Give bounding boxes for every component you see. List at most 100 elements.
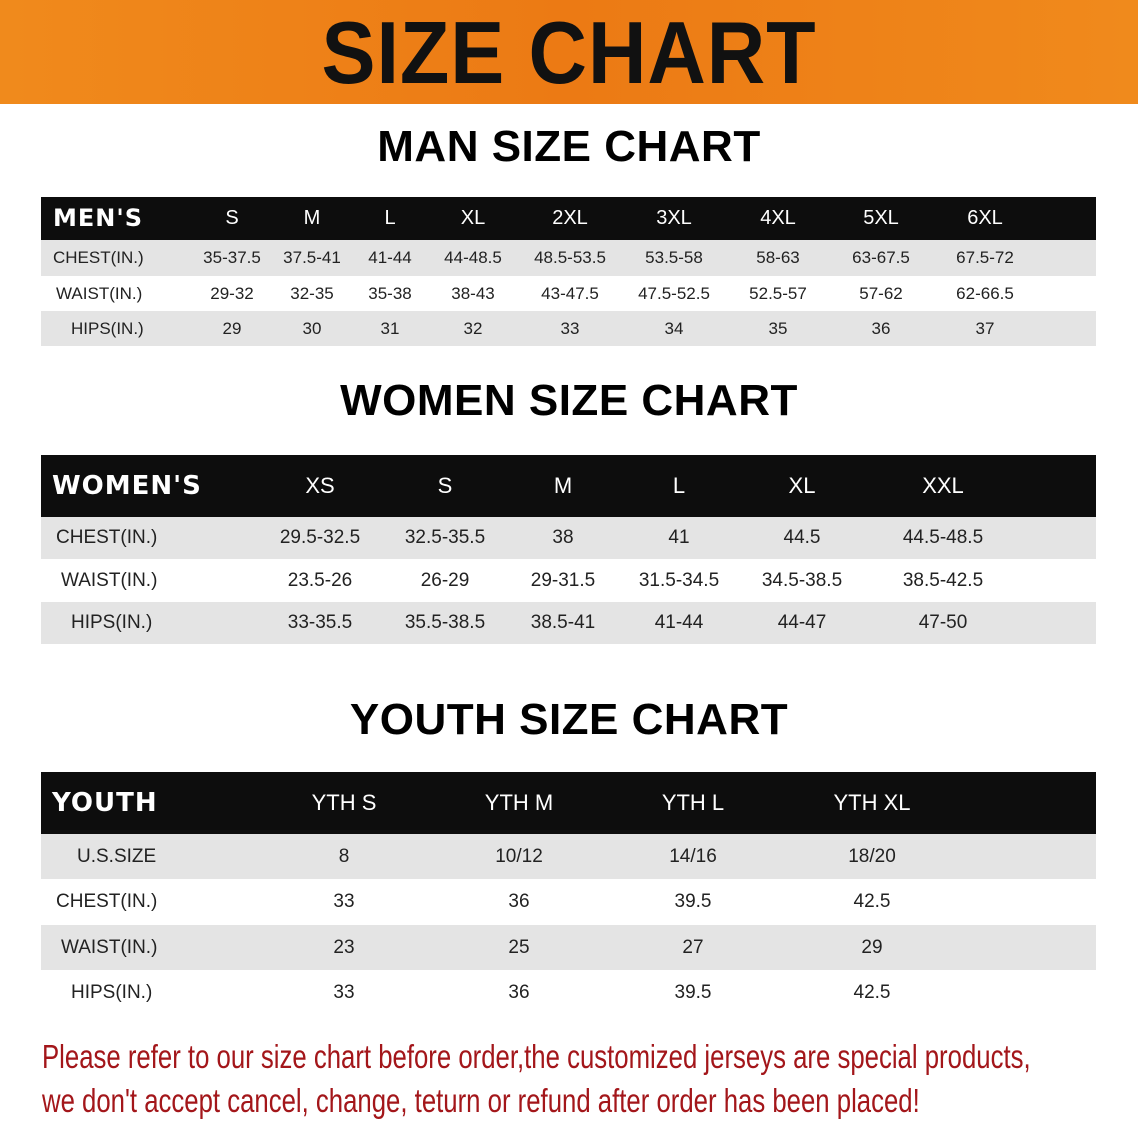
measurement-value: 34 bbox=[664, 319, 684, 338]
measurement-value: 48.5-53.5 bbox=[534, 248, 606, 267]
measurement-value: 39.5 bbox=[674, 891, 712, 912]
measurement-value: 44-47 bbox=[777, 612, 827, 633]
size-column-header: XS bbox=[305, 473, 335, 498]
size-column-header: XL bbox=[460, 207, 486, 229]
measurement-value: 31.5-34.5 bbox=[638, 570, 720, 591]
measurement-value: 35-37.5 bbox=[203, 248, 261, 267]
size-column-header: XL bbox=[788, 473, 816, 498]
size-column-header: 4XL bbox=[760, 207, 796, 229]
size-column-header: S bbox=[225, 207, 239, 229]
measurement-value: 23 bbox=[333, 937, 355, 958]
size-column-header: S bbox=[437, 473, 453, 498]
measurement-value: 63-67.5 bbox=[852, 248, 910, 267]
measurement-value: 14/16 bbox=[669, 846, 717, 867]
measurement-value: 30 bbox=[302, 319, 322, 338]
measurement-value: 52.5-57 bbox=[749, 284, 807, 303]
measurement-value: 38.5-42.5 bbox=[902, 570, 984, 591]
size-column-header: 6XL bbox=[967, 207, 1003, 229]
measurement-value: 41-44 bbox=[368, 248, 412, 267]
measurement-value: 36 bbox=[871, 319, 891, 338]
youth-section-title: YOUTH SIZE CHART bbox=[349, 695, 789, 744]
measurement-value: 35.5-38.5 bbox=[404, 612, 486, 633]
measurement-value: 8 bbox=[338, 846, 350, 867]
measurement-value: 35-38 bbox=[368, 284, 412, 303]
measurement-label: WAIST(IN.) bbox=[61, 937, 158, 958]
measurement-value: 36 bbox=[508, 891, 530, 912]
notice-line-2: we don't accept cancel, change, teturn o… bbox=[42, 1082, 920, 1119]
measurement-value: 32 bbox=[463, 319, 483, 338]
table-row: HIPS(IN.) 33 36 39.5 42.5 bbox=[41, 970, 1096, 1015]
measurement-value: 35 bbox=[768, 319, 788, 338]
measurement-value: 44.5-48.5 bbox=[902, 527, 984, 548]
measurement-value: 53.5-58 bbox=[645, 248, 703, 267]
measurement-value: 33-35.5 bbox=[287, 612, 353, 633]
size-column-header: M bbox=[303, 207, 321, 229]
measurement-label: HIPS(IN.) bbox=[71, 612, 153, 633]
measurement-label: CHEST(IN.) bbox=[56, 527, 158, 548]
table-row: WAIST(IN.) 23 25 27 29 bbox=[41, 925, 1096, 970]
header-label: YOUTH bbox=[52, 788, 158, 818]
measurement-value: 38-43 bbox=[451, 284, 495, 303]
table-row: CHEST(IN.) 29.5-32.5 32.5-35.5 38 41 44.5 44.5… bbox=[41, 517, 1096, 559]
measurement-value: 29-32 bbox=[210, 284, 254, 303]
measurement-value: 33 bbox=[333, 891, 355, 912]
measurement-label: WAIST(IN.) bbox=[56, 284, 143, 303]
measurement-value: 58-63 bbox=[756, 248, 800, 267]
measurement-label: HIPS(IN.) bbox=[71, 319, 144, 338]
measurement-value: 29 bbox=[222, 319, 242, 338]
measurement-value: 34.5-38.5 bbox=[761, 570, 843, 591]
size-column-header: XXL bbox=[922, 473, 964, 498]
measurement-value: 26-29 bbox=[420, 570, 470, 591]
measurement-value: 47-50 bbox=[918, 612, 968, 633]
size-column-header: 2XL bbox=[552, 207, 588, 229]
men-header-row: MEN'S S M L XL 2XL 3XL 4XL 5XL 6XL bbox=[41, 197, 1096, 240]
measurement-value: 67.5-72 bbox=[956, 248, 1014, 267]
measurement-value: 62-66.5 bbox=[956, 284, 1014, 303]
header-label: WOMEN'S bbox=[52, 471, 202, 501]
men-section-title: MAN SIZE CHART bbox=[377, 122, 761, 171]
measurement-value: 10/12 bbox=[495, 846, 543, 867]
measurement-value: 29.5-32.5 bbox=[279, 527, 361, 548]
measurement-value: 38.5-41 bbox=[530, 612, 596, 633]
size-column-header: L bbox=[384, 207, 396, 229]
measurement-label: HIPS(IN.) bbox=[71, 982, 153, 1003]
measurement-value: 27 bbox=[682, 937, 704, 958]
measurement-value: 18/20 bbox=[848, 846, 896, 867]
measurement-label: CHEST(IN.) bbox=[56, 891, 158, 912]
measurement-label: WAIST(IN.) bbox=[61, 570, 158, 591]
measurement-value: 41 bbox=[668, 527, 690, 548]
measurement-value: 31 bbox=[380, 319, 400, 338]
measurement-value: 43-47.5 bbox=[541, 284, 599, 303]
notice-line-1: Please refer to our size chart before or… bbox=[42, 1038, 1031, 1075]
table-row: WAIST(IN.) 23.5-26 26-29 29-31.5 31.5-34.5 34… bbox=[41, 559, 1096, 602]
size-column-header: 5XL bbox=[863, 207, 899, 229]
measurement-value: 36 bbox=[508, 982, 530, 1003]
women-section-title: WOMEN SIZE CHART bbox=[340, 376, 798, 425]
size-column-header: YTH L bbox=[661, 790, 725, 815]
size-column-header: YTH M bbox=[484, 790, 554, 815]
measurement-value: 32-35 bbox=[290, 284, 334, 303]
measurement-label: CHEST(IN.) bbox=[53, 248, 144, 267]
table-row: HIPS(IN.) 33-35.5 35.5-38.5 38.5-41 41-44 44-… bbox=[41, 602, 1096, 644]
size-column-header: M bbox=[553, 473, 573, 498]
size-column-header: YTH XL bbox=[833, 790, 911, 815]
measurement-value: 37.5-41 bbox=[283, 248, 341, 267]
table-row: HIPS(IN.) 29 30 31 32 33 34 35 36 37 bbox=[41, 311, 1096, 346]
size-column-header: L bbox=[672, 473, 686, 498]
measurement-value: 42.5 bbox=[853, 982, 891, 1003]
youth-header-row: YOUTH YTH S YTH M YTH L YTH XL bbox=[41, 772, 1096, 834]
table-row: U.S.SIZE 8 10/12 14/16 18/20 bbox=[41, 834, 1096, 879]
measurement-label: U.S.SIZE bbox=[77, 846, 157, 867]
measurement-value: 39.5 bbox=[674, 982, 712, 1003]
measurement-value: 33 bbox=[560, 319, 580, 338]
page-title: SIZE CHART bbox=[321, 3, 817, 102]
table-row: CHEST(IN.) 33 36 39.5 42.5 bbox=[41, 879, 1096, 925]
measurement-value: 44.5 bbox=[783, 527, 821, 548]
measurement-value: 29-31.5 bbox=[530, 570, 596, 591]
measurement-value: 44-48.5 bbox=[444, 248, 502, 267]
measurement-value: 32.5-35.5 bbox=[404, 527, 486, 548]
title-banner: SIZE CHART bbox=[0, 0, 1138, 104]
size-column-header: 3XL bbox=[656, 207, 692, 229]
size-column-header: YTH S bbox=[311, 790, 377, 815]
